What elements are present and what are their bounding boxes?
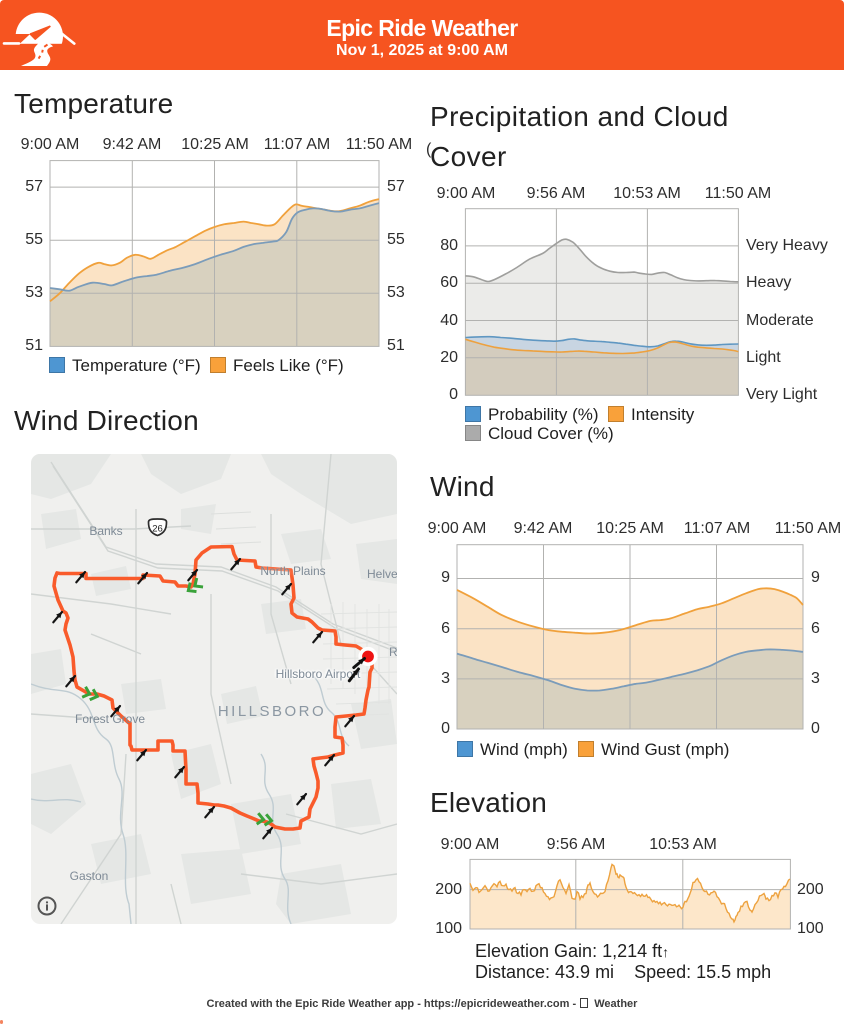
svg-text:Gaston: Gaston (70, 869, 109, 883)
svg-text:Helveti: Helveti (367, 567, 397, 581)
svg-text:HILLSBORO: HILLSBORO (218, 703, 326, 720)
svg-text:Hillsboro Airport: Hillsboro Airport (276, 667, 361, 681)
svg-text:Banks: Banks (89, 524, 122, 538)
svg-text:Forest Grove: Forest Grove (75, 712, 145, 726)
svg-text:North Plains: North Plains (260, 564, 325, 578)
svg-text:Ro: Ro (389, 645, 397, 659)
svg-text:26: 26 (152, 523, 163, 534)
